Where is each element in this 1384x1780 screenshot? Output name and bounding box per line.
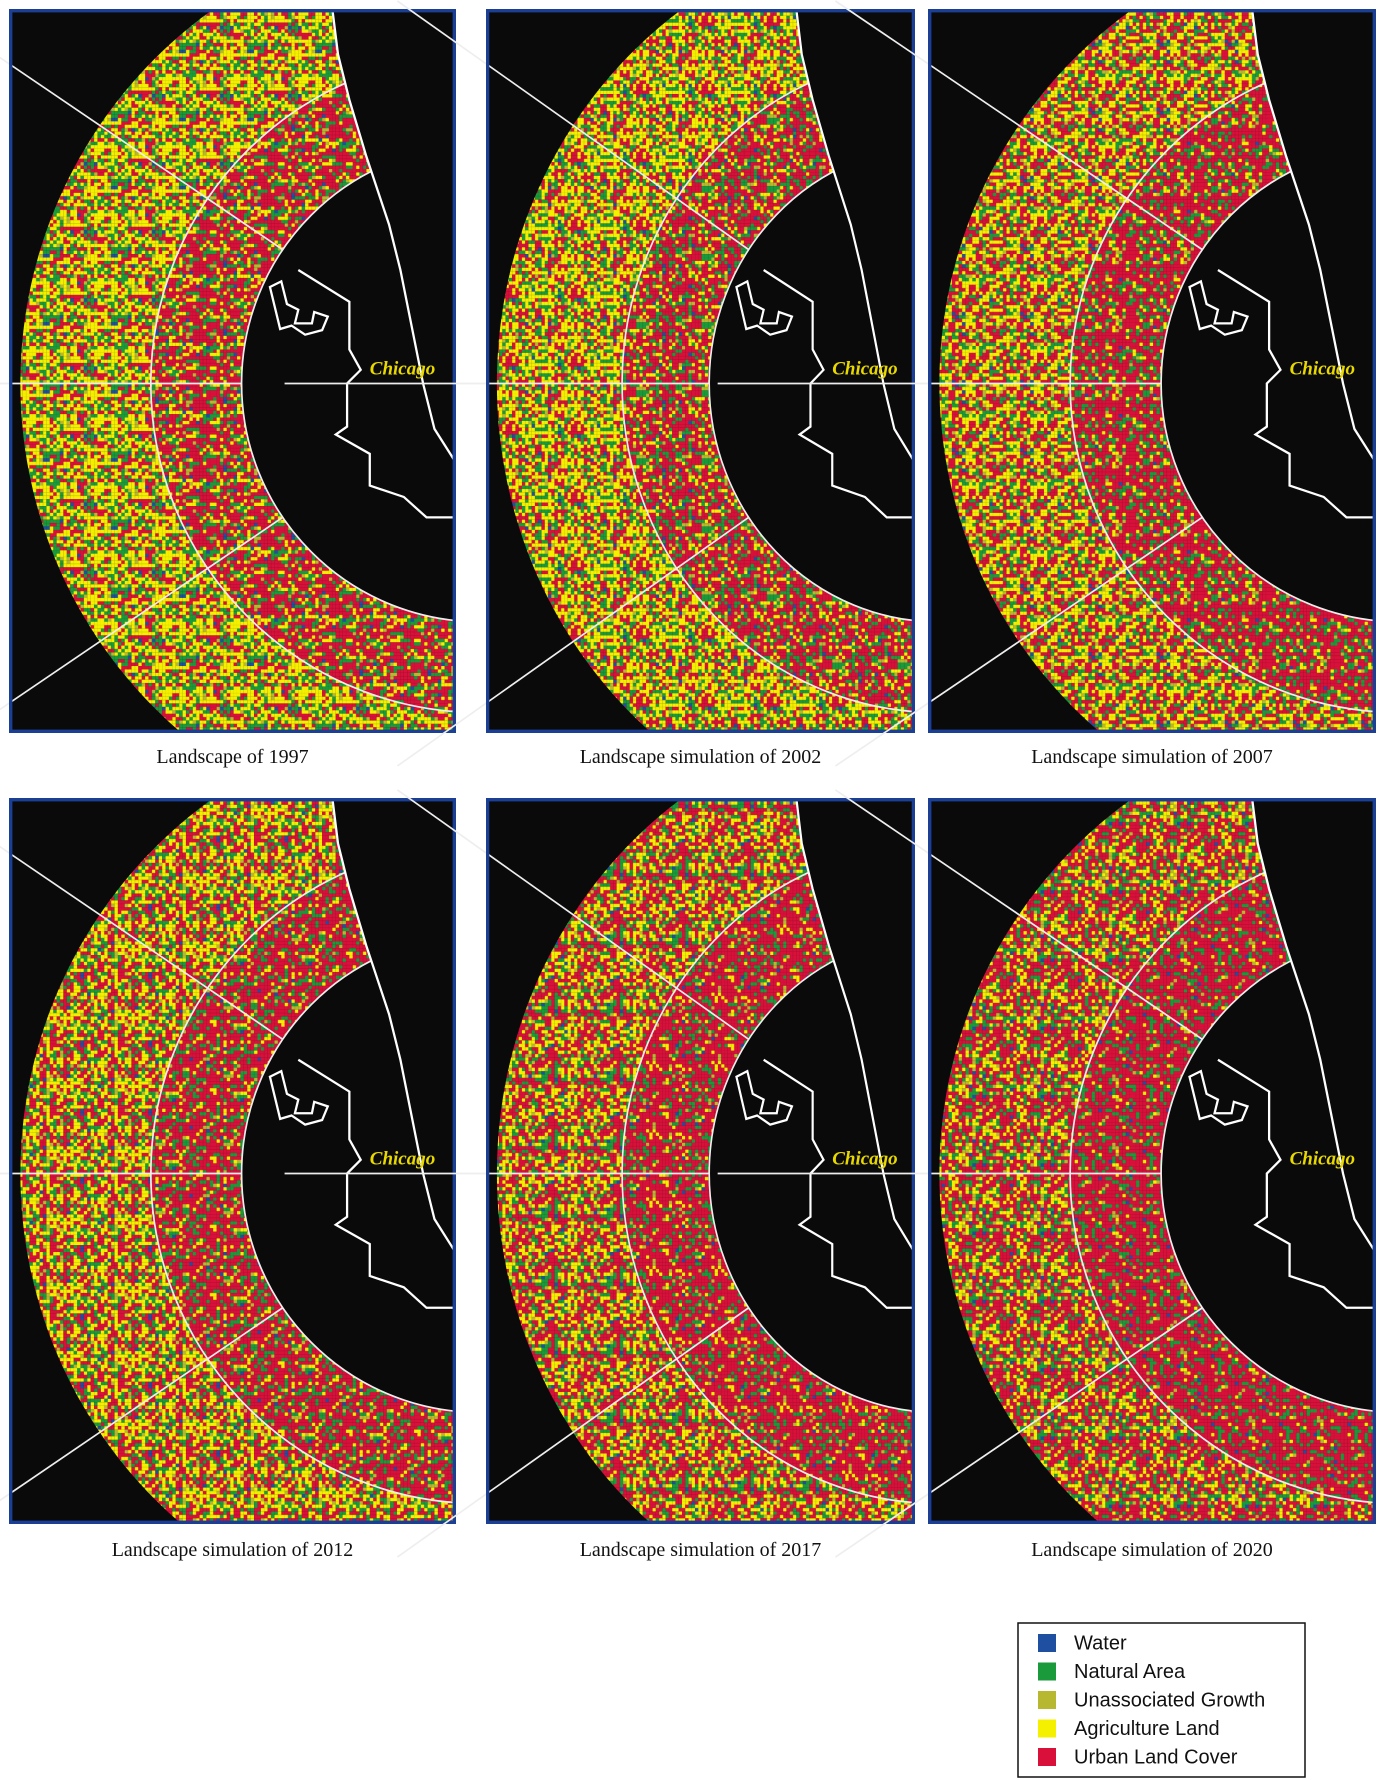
city-label: Chicago	[1290, 1148, 1355, 1169]
legend-swatch	[1038, 1634, 1056, 1652]
legend-swatch	[1038, 1720, 1056, 1738]
panel-caption: Landscape simulation of 2020	[1031, 1539, 1273, 1561]
figure: Chicago Landscape of 1997 Chicago Landscape…	[0, 0, 1384, 1780]
city-label: Chicago	[1290, 358, 1355, 379]
panel-caption: Landscape simulation of 2007	[1031, 746, 1273, 768]
legend-swatch	[1038, 1691, 1056, 1709]
city-label: Chicago	[832, 1148, 897, 1169]
legend: Water Natural Area Unassociated Growth Agri…	[1018, 1623, 1305, 1777]
city-label: Chicago	[370, 358, 435, 379]
legend-label: Natural Area	[1074, 1661, 1186, 1683]
legend-label: Water	[1074, 1632, 1127, 1654]
panel-caption: Landscape simulation of 2002	[580, 746, 822, 768]
legend-label: Agriculture Land	[1074, 1718, 1220, 1740]
panel-caption: Landscape simulation of 2012	[112, 1539, 354, 1561]
legend-label: Unassociated Growth	[1074, 1689, 1265, 1711]
legend-swatch	[1038, 1663, 1056, 1681]
legend-swatch	[1038, 1748, 1056, 1766]
legend-label: Urban Land Cover	[1074, 1746, 1238, 1768]
panel-caption: Landscape simulation of 2017	[580, 1539, 822, 1561]
panel-caption: Landscape of 1997	[156, 746, 308, 768]
city-label: Chicago	[370, 1148, 435, 1169]
city-label: Chicago	[832, 358, 897, 379]
